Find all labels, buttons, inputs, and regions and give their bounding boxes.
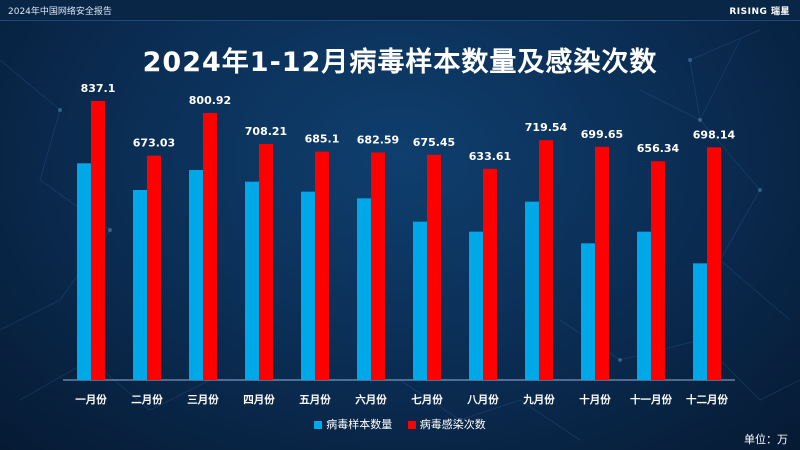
legend-label-samples: 病毒样本数量 bbox=[326, 418, 393, 431]
bar-samples-5 bbox=[301, 191, 315, 380]
data-label-infections-1: 837.1 bbox=[81, 82, 116, 95]
x-tick-label-4: 四月份 bbox=[243, 393, 275, 406]
data-label-infections-2: 673.03 bbox=[133, 137, 175, 150]
x-tick-label-6: 六月份 bbox=[355, 393, 387, 406]
bar-samples-10 bbox=[581, 243, 595, 380]
bar-infections-5 bbox=[315, 151, 329, 380]
x-tick-label-5: 五月份 bbox=[299, 393, 331, 406]
bar-infections-2 bbox=[147, 155, 161, 380]
bar-infections-8 bbox=[483, 168, 497, 380]
legend-swatch-infections bbox=[407, 421, 416, 429]
x-tick-label-10: 十月份 bbox=[579, 393, 611, 406]
data-label-infections-4: 708.21 bbox=[245, 125, 287, 138]
data-label-infections-11: 656.34 bbox=[637, 142, 680, 155]
x-tick-label-7: 七月份 bbox=[411, 393, 443, 406]
data-label-infections-6: 682.59 bbox=[357, 133, 399, 146]
data-label-infections-8: 633.61 bbox=[469, 150, 511, 163]
chart-title: 2024年1-12月病毒样本数量及感染次数 bbox=[142, 47, 658, 78]
data-label-infections-10: 699.65 bbox=[581, 128, 623, 141]
unit-label: 单位：万 bbox=[744, 433, 788, 446]
bar-infections-7 bbox=[427, 154, 441, 380]
x-tick-label-3: 三月份 bbox=[187, 393, 219, 406]
data-label-infections-9: 719.54 bbox=[525, 121, 568, 134]
report-label: 2024年中国网络安全报告 bbox=[8, 7, 112, 17]
bar-infections-12 bbox=[707, 147, 721, 380]
legend: 病毒样本数量 病毒感染次数 bbox=[0, 416, 800, 432]
bar-samples-1 bbox=[77, 163, 91, 380]
bar-infections-6 bbox=[371, 152, 385, 380]
bar-samples-8 bbox=[469, 231, 483, 380]
bar-samples-9 bbox=[525, 201, 539, 380]
bar-infections-4 bbox=[259, 143, 273, 380]
bar-samples-4 bbox=[245, 181, 259, 380]
bar-samples-3 bbox=[189, 170, 203, 380]
legend-item-infections: 病毒感染次数 bbox=[407, 416, 486, 432]
bar-samples-7 bbox=[413, 221, 427, 380]
x-tick-label-8: 八月份 bbox=[466, 393, 499, 406]
data-label-infections-3: 800.92 bbox=[189, 94, 231, 107]
bar-samples-12 bbox=[693, 263, 707, 380]
legend-label-infections: 病毒感染次数 bbox=[419, 418, 486, 431]
x-tick-label-1: 一月份 bbox=[75, 393, 107, 406]
bar-infections-10 bbox=[595, 146, 609, 380]
header-bar: 2024年中国网络安全报告 RISING 瑞星 bbox=[0, 0, 800, 21]
data-label-infections-7: 675.45 bbox=[413, 136, 455, 149]
data-label-infections-12: 698.14 bbox=[693, 128, 736, 141]
x-tick-label-12: 十二月份 bbox=[686, 393, 728, 406]
legend-swatch-samples bbox=[314, 421, 323, 429]
brand-logo: RISING 瑞星 bbox=[729, 7, 790, 17]
bar-samples-2 bbox=[133, 190, 147, 380]
bar-samples-6 bbox=[357, 198, 371, 380]
x-tick-label-2: 二月份 bbox=[131, 393, 163, 406]
bar-infections-11 bbox=[651, 161, 665, 380]
legend-item-samples: 病毒样本数量 bbox=[314, 416, 392, 432]
data-label-infections-5: 685.1 bbox=[305, 133, 340, 146]
bar-samples-11 bbox=[637, 231, 651, 380]
bar-infections-9 bbox=[539, 140, 553, 380]
bar-infections-3 bbox=[203, 113, 217, 380]
bar-infections-1 bbox=[91, 100, 105, 380]
x-tick-label-11: 十一月份 bbox=[630, 393, 672, 406]
x-tick-label-9: 九月份 bbox=[522, 393, 555, 406]
